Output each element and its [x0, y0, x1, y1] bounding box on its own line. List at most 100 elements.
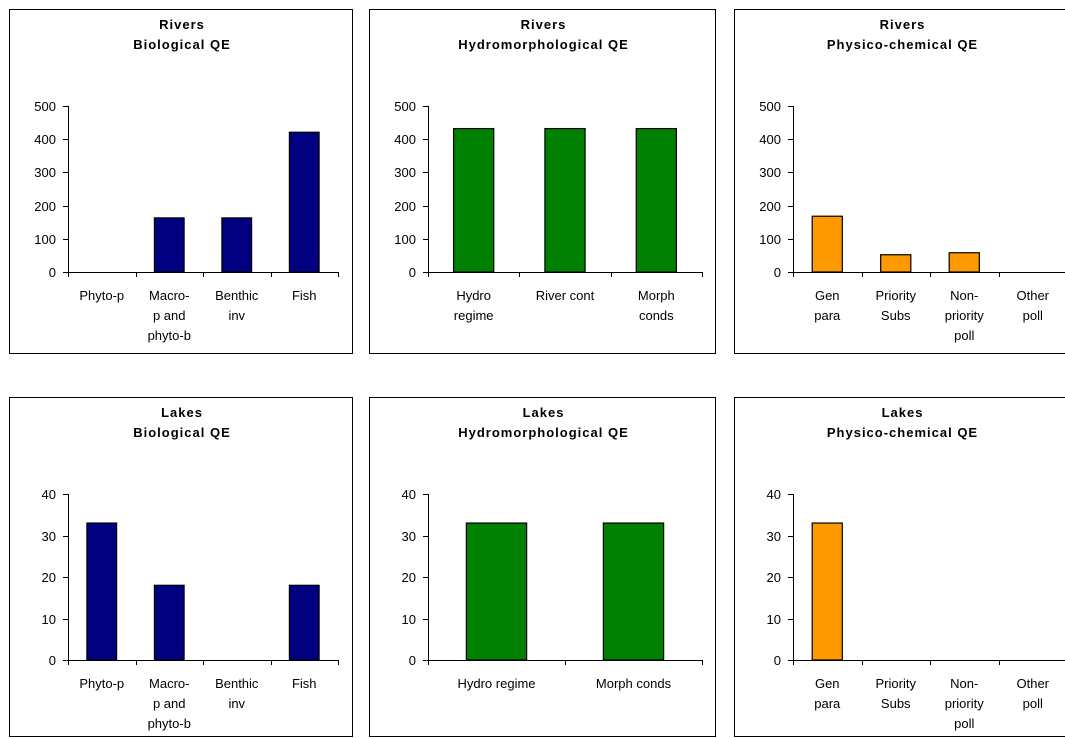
- chart-rivers-biological: Rivers Biological QE 0 100 200 300 400 500 Phyto…: [9, 9, 353, 354]
- x-category-label-line: River cont: [536, 288, 595, 303]
- x-category-label-line: phyto-b: [148, 328, 191, 343]
- chart-title-line: Rivers: [159, 17, 205, 32]
- bar: [811, 522, 843, 661]
- x-category-label-line: Hydro: [456, 288, 491, 303]
- y-tick-label: 0: [409, 653, 416, 668]
- x-category-label-line: Benthic: [215, 676, 259, 691]
- chart-lakes-hydromorphological: Lakes Hydromorphological QE 0 10 20 30 40 Hydro…: [369, 397, 716, 737]
- x-category-label: Phyto-p: [79, 288, 124, 303]
- x-category-label: Phyto-p: [79, 676, 124, 691]
- x-category-label-line: p and: [153, 696, 186, 711]
- chart-title-line: Physico-chemical QE: [827, 425, 978, 440]
- y-tick-label: 0: [774, 653, 781, 668]
- x-category-label: Other poll: [1016, 676, 1049, 711]
- x-category-label-line: poll: [1023, 308, 1043, 323]
- x-category-label-line: Other: [1016, 288, 1049, 303]
- chart-title-line: Lakes: [882, 405, 924, 420]
- x-category-label-line: Hydro regime: [457, 676, 535, 691]
- x-category-label-line: Gen: [815, 676, 840, 691]
- x-category-label: Morph conds: [596, 676, 672, 691]
- y-tick-label: 20: [42, 570, 56, 585]
- x-category-label-line: Other: [1016, 676, 1049, 691]
- bar: [221, 217, 253, 273]
- chart-title-line: Hydromorphological QE: [458, 425, 629, 440]
- x-category-label-line: Priority: [876, 288, 917, 303]
- x-category-label: Benthic inv: [215, 676, 259, 711]
- y-tick-label: 0: [774, 265, 781, 280]
- bar: [452, 127, 495, 273]
- y-tick-label: 30: [767, 529, 781, 544]
- y-tick-label: 40: [42, 487, 56, 502]
- x-category-label: Macro-p and phyto-b: [148, 288, 191, 343]
- chart-title-line: Biological QE: [133, 425, 231, 440]
- x-category-label-line: priority: [945, 696, 985, 711]
- x-category-label: Fish: [292, 288, 317, 303]
- y-tick-label: 20: [402, 570, 416, 585]
- chart-svg: Rivers Physico-chemical QE 0 100 200 300 400 50…: [759, 17, 1065, 343]
- x-category-label-line: poll: [954, 716, 974, 731]
- x-category-label-line: Priority: [876, 676, 917, 691]
- x-category-label: Priority Subs: [876, 676, 917, 711]
- x-category-label-line: Subs: [881, 696, 911, 711]
- x-category-label-line: Morph: [638, 288, 675, 303]
- chart-rivers-hydromorphological: Rivers Hydromorphological QE 0 100 200 300 400…: [369, 9, 716, 354]
- y-tick-label: 40: [402, 487, 416, 502]
- x-category-label-line: Macro-: [149, 288, 189, 303]
- x-category-label-line: Morph conds: [596, 676, 672, 691]
- y-tick-label: 500: [759, 99, 781, 114]
- y-tick-label: 500: [394, 99, 416, 114]
- y-tick-label: 400: [34, 132, 56, 147]
- bar: [288, 584, 320, 661]
- chart-title: Rivers Physico-chemical QE: [827, 17, 978, 52]
- chart-rivers-physico-chemical: Rivers Physico-chemical QE 0 100 200 300 400 50…: [734, 9, 1065, 354]
- y-tick-label: 200: [759, 199, 781, 214]
- y-tick-label: 10: [402, 612, 416, 627]
- bar: [465, 522, 528, 661]
- y-tick-label: 10: [42, 612, 56, 627]
- x-category-label-line: inv: [228, 696, 245, 711]
- x-category-label: Non-priority poll: [945, 676, 985, 731]
- x-category-label-line: Gen: [815, 288, 840, 303]
- x-category-label: Fish: [292, 676, 317, 691]
- y-tick-label: 0: [49, 653, 56, 668]
- chart-title: Rivers Hydromorphological QE: [458, 17, 628, 52]
- y-tick-label: 20: [767, 570, 781, 585]
- bar: [602, 522, 665, 661]
- chart-title: Lakes Hydromorphological QE: [458, 405, 629, 440]
- x-category-label-line: Non-: [950, 288, 978, 303]
- chart-title: Rivers Biological QE: [133, 17, 231, 52]
- y-tick-label: 30: [42, 529, 56, 544]
- x-category-label-line: para: [814, 308, 841, 323]
- bar: [880, 254, 912, 273]
- y-tick-label: 40: [767, 487, 781, 502]
- x-category-label-line: Non-: [950, 676, 978, 691]
- y-tick-label: 100: [759, 232, 781, 247]
- bar: [544, 127, 586, 273]
- x-category-label-line: priority: [945, 308, 985, 323]
- y-tick-label: 200: [34, 199, 56, 214]
- x-category-label: Hydro regime: [457, 676, 535, 691]
- chart-title-line: Lakes: [161, 405, 203, 420]
- bar: [288, 131, 320, 273]
- chart-svg: Rivers Biological QE 0 100 200 300 400 500 Phyto…: [34, 17, 339, 343]
- chart-svg: Rivers Hydromorphological QE 0 100 200 300 400…: [394, 17, 703, 323]
- x-category-label-line: Phyto-p: [79, 288, 124, 303]
- y-tick-label: 300: [759, 165, 781, 180]
- chart-title-line: Physico-chemical QE: [827, 37, 978, 52]
- chart-svg: Lakes Biological QE 0 10 20 30 40 Phyto-p Macro-…: [42, 405, 339, 731]
- chart-title-line: Rivers: [880, 17, 926, 32]
- x-category-label-line: conds: [639, 308, 674, 323]
- x-category-label-line: Benthic: [215, 288, 259, 303]
- bar: [948, 252, 980, 273]
- chart-svg: Lakes Physico-chemical QE 0 10 20 30 40 Gen para…: [767, 405, 1065, 731]
- chart-title-line: Biological QE: [133, 37, 231, 52]
- bar: [635, 127, 678, 273]
- x-category-label: River cont: [536, 288, 595, 303]
- x-category-label-line: Subs: [881, 308, 911, 323]
- bar: [153, 584, 185, 661]
- x-category-label-line: Phyto-p: [79, 676, 124, 691]
- bar: [153, 217, 185, 273]
- y-tick-label: 100: [394, 232, 416, 247]
- x-category-label: Benthic inv: [215, 288, 259, 323]
- x-category-label: Non-priority poll: [945, 288, 985, 343]
